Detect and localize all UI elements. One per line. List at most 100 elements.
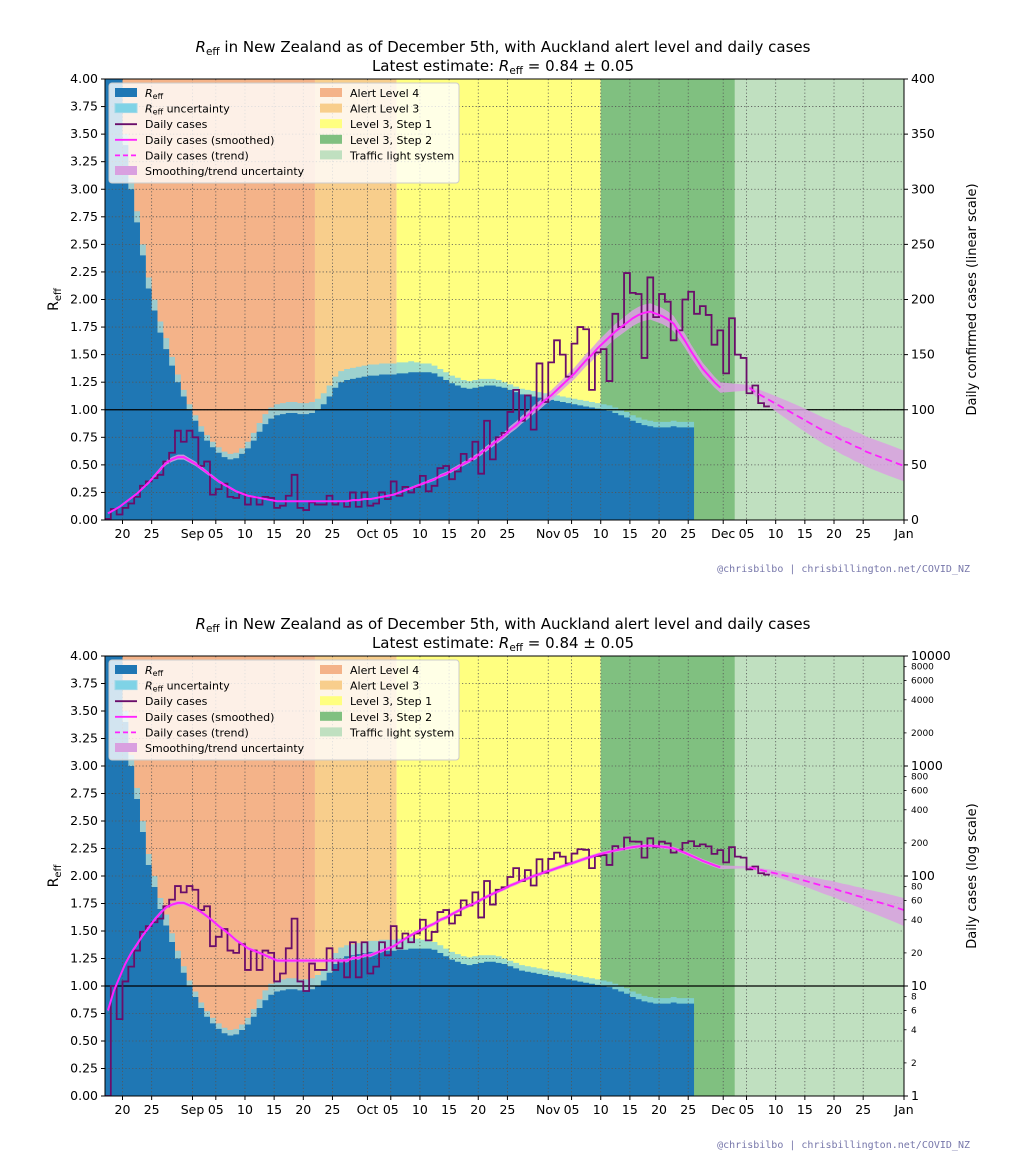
chart-subtitle: Latest estimate: Reff = 0.84 ± 0.05 bbox=[372, 634, 634, 654]
legend-label-text: Alert Level 3 bbox=[350, 103, 419, 116]
xtick-label: 15 bbox=[797, 526, 813, 541]
ytick-left-label: 3.00 bbox=[70, 758, 98, 773]
xtick-label: 15 bbox=[797, 1102, 813, 1117]
legend-item: Daily cases bbox=[115, 118, 208, 131]
legend-item: Level 3, Step 1 bbox=[320, 695, 432, 708]
xtick-label: 25 bbox=[499, 1102, 515, 1117]
subtitle-value: = 0.84 ± 0.05 bbox=[523, 57, 634, 75]
legend-label-rest: uncertainty bbox=[163, 103, 230, 116]
title-r: R bbox=[196, 38, 206, 56]
xtick-label: 20 bbox=[115, 526, 131, 541]
xtick-label: Dec bbox=[711, 526, 735, 541]
title-rest: in New Zealand as of December 5th, with … bbox=[220, 615, 811, 633]
ytick-right-label: 300 bbox=[911, 181, 935, 196]
xtick-label: 20 bbox=[826, 1102, 842, 1117]
legend-swatch bbox=[114, 680, 138, 691]
ytick-right-label: 400 bbox=[911, 71, 935, 86]
legend-swatch bbox=[320, 727, 342, 737]
ytick-left-label: 1.00 bbox=[70, 978, 98, 993]
subtitle-eff: eff bbox=[509, 642, 523, 654]
legend-label-text: Alert Level 3 bbox=[350, 680, 419, 693]
legend-label: Alert Level 4 bbox=[350, 664, 419, 677]
xtick-label: 25 bbox=[324, 1102, 340, 1117]
legend-label: Alert Level 3 bbox=[350, 103, 419, 116]
legend-item: Level 3, Step 2 bbox=[320, 711, 432, 724]
ytick-left-label: 0.50 bbox=[70, 457, 98, 472]
legend-label: Daily cases (trend) bbox=[145, 149, 249, 162]
title-rest: in New Zealand as of December 5th, with … bbox=[220, 38, 811, 56]
xtick-label: Sep bbox=[181, 1102, 205, 1117]
ytick-right-minor-label: 6000 bbox=[911, 676, 934, 686]
ytick-right-minor-label: 40 bbox=[911, 916, 923, 926]
legend-box bbox=[108, 659, 460, 761]
legend-label-rest: uncertainty bbox=[163, 680, 230, 693]
legend-label-text: Level 3, Step 2 bbox=[350, 134, 432, 147]
ytick-left-label: 1.25 bbox=[70, 951, 98, 966]
xtick-label: 20 bbox=[295, 1102, 311, 1117]
legend-label: Traffic light system bbox=[349, 149, 454, 162]
xtick-label: 10 bbox=[237, 526, 253, 541]
ytick-right-minor-label: 600 bbox=[911, 786, 928, 796]
legend-label: Traffic light system bbox=[349, 726, 454, 739]
legend-box bbox=[108, 82, 460, 184]
xtick-label: 10 bbox=[237, 1102, 253, 1117]
legend-label-text: Daily cases bbox=[145, 118, 208, 131]
ytick-right-minor-label: 800 bbox=[911, 773, 928, 783]
ytick-right-label: 0 bbox=[911, 512, 919, 527]
xtick-label: 05 bbox=[383, 526, 399, 541]
legend-item: Reff uncertainty bbox=[114, 680, 230, 694]
daily-cases-smoothed-line bbox=[106, 844, 721, 1011]
daily-cases-line bbox=[105, 836, 770, 1096]
chart-title: Reff in New Zealand as of December 5th, … bbox=[196, 38, 811, 58]
ytick-right-label: 1000 bbox=[911, 758, 943, 773]
xtick-label: 25 bbox=[855, 526, 871, 541]
ytick-left-label: 1.25 bbox=[70, 374, 98, 389]
ytick-right-minor-label: 80 bbox=[911, 883, 923, 893]
legend-label: Daily cases (smoothed) bbox=[145, 134, 274, 147]
y-axis-label-left-sub: eff bbox=[53, 864, 64, 878]
xtick-label: Sep bbox=[181, 526, 205, 541]
legend-swatch bbox=[115, 743, 137, 752]
xtick-label: 25 bbox=[144, 526, 160, 541]
legend-label: Daily cases (trend) bbox=[145, 726, 249, 739]
xtick-label: 20 bbox=[470, 1102, 486, 1117]
xtick-label: 15 bbox=[266, 1102, 282, 1117]
legend-label: Reff bbox=[145, 87, 164, 101]
ytick-left-label: 3.50 bbox=[70, 126, 98, 141]
xtick-label: 10 bbox=[593, 526, 609, 541]
legend-label: Alert Level 3 bbox=[350, 680, 419, 693]
legend-label-text: Daily cases (smoothed) bbox=[145, 711, 274, 724]
xtick-label: Jan bbox=[893, 526, 913, 541]
legend-swatch bbox=[320, 134, 342, 144]
legend-swatch bbox=[320, 665, 342, 674]
subtitle-value: = 0.84 ± 0.05 bbox=[523, 634, 634, 652]
credit-text: @chrisbilbo | chrisbillington.net/COVID_… bbox=[717, 564, 970, 575]
legend-label: Daily cases bbox=[145, 695, 208, 708]
daily-cases-line bbox=[105, 272, 770, 520]
ytick-left-label: 0.00 bbox=[70, 512, 98, 527]
ytick-left-label: 2.00 bbox=[70, 868, 98, 883]
ytick-left-label: 3.25 bbox=[70, 731, 98, 746]
legend-item: Reff uncertainty bbox=[114, 103, 230, 117]
xtick-label: 20 bbox=[826, 526, 842, 541]
xtick-label: 25 bbox=[680, 1102, 696, 1117]
legend-item: Daily cases (trend) bbox=[115, 149, 249, 162]
ytick-right-minor-label: 2 bbox=[911, 1059, 917, 1069]
legend-item: Traffic light system bbox=[320, 149, 454, 162]
ytick-left-label: 0.25 bbox=[70, 484, 98, 499]
chart-panel-2: 0.00 0.25 0.50 0.75 1.00 1.25 1.50 1.75 2.00 2.25… bbox=[46, 615, 980, 1151]
legend-label-text: Alert Level 4 bbox=[350, 87, 419, 100]
ytick-right-minor-label: 20 bbox=[911, 949, 923, 959]
xtick-label: 10 bbox=[768, 526, 784, 541]
legend-label-text: Alert Level 4 bbox=[350, 664, 419, 677]
legend-label-text: Daily cases (trend) bbox=[145, 149, 249, 162]
xtick-label: 25 bbox=[144, 1102, 160, 1117]
y-axis-label-right: Daily cases (log scale) bbox=[965, 803, 980, 948]
legend-label-sub: eff bbox=[153, 108, 164, 117]
legend-item: Level 3, Step 2 bbox=[320, 134, 432, 147]
y-axis-label-left: Reff bbox=[46, 864, 64, 888]
xtick-label: 20 bbox=[115, 1102, 131, 1117]
ytick-left-label: 0.25 bbox=[70, 1061, 98, 1076]
xtick-label: 05 bbox=[208, 526, 224, 541]
ytick-right-minor-label: 400 bbox=[911, 806, 928, 816]
